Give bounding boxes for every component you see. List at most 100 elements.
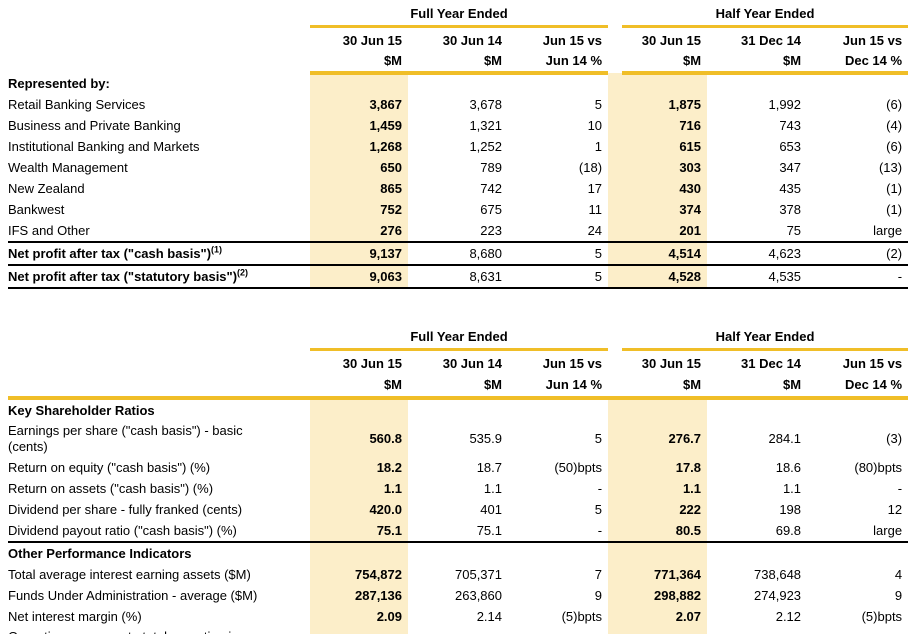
column-gap (608, 178, 623, 199)
cell: 18.7 (476, 459, 502, 475)
cell: 110bpts (807, 627, 909, 634)
cell: (5)bpts (861, 608, 903, 624)
row-label: Total average interest earning assets ($… (8, 566, 251, 582)
row-label: Dividend per share - fully franked (cent… (8, 501, 243, 517)
col-header: Jun 15 vs (542, 33, 603, 48)
column-gap (608, 541, 623, 564)
cell: 10 (587, 117, 603, 133)
group-header-row: Full Year Ended Half Year Ended (8, 327, 909, 351)
cell: - (897, 480, 903, 496)
cell: 11 (588, 201, 603, 217)
row-label: Business and Private Banking (8, 117, 181, 133)
table-row: Retail Banking Services 3,867 3,678 5 1,875 1… (8, 94, 908, 115)
group-half-year-ended: Half Year Ended (622, 327, 909, 351)
table-row: Bankwest 752 675 11 374 378 (1) (8, 199, 908, 220)
column-gap (608, 374, 623, 400)
cell: 716 (622, 115, 708, 136)
cell (807, 73, 908, 94)
table-row: IFS and Other 276 223 24 201 75 large (8, 220, 908, 242)
cell: 2.14 (476, 608, 502, 624)
cell: 17 (587, 180, 603, 196)
column-gap (608, 478, 623, 499)
col-header: Jun 15 vs (542, 356, 603, 371)
col-header: $M (622, 51, 708, 75)
cell: 69.8 (775, 522, 802, 538)
cell: 263,860 (455, 587, 502, 603)
group-half-year-ended: Half Year Ended (622, 4, 909, 28)
cell: 615 (622, 136, 708, 157)
cell (508, 398, 608, 421)
column-gap (608, 115, 623, 136)
column-gap (608, 73, 623, 94)
cell: 8,631 (408, 264, 508, 289)
column-gap (608, 157, 623, 178)
cell: 420.0 (310, 499, 408, 520)
cell (508, 541, 609, 564)
column-header-row-units: $M $M Jun 14 % $M $M Dec 14 % (8, 374, 909, 400)
cell: (4) (886, 117, 903, 133)
row-label: Operating expenses to total operating in… (8, 627, 310, 634)
cell: 17.8 (622, 457, 708, 478)
cell: 705,371 (455, 566, 502, 582)
cell: (6) (886, 138, 903, 154)
cell: 4,535 (707, 264, 808, 289)
cell (807, 541, 909, 564)
shareholder-ratios-table: Full Year Ended Half Year Ended 30 Jun 1… (8, 327, 909, 634)
col-header: 30 Jun 14 (442, 356, 502, 371)
table-row: Net profit after tax ("cash basis")(1) 9,… (8, 241, 909, 265)
row-label: Bankwest (8, 201, 65, 217)
table-row: Funds Under Administration - average ($M… (8, 585, 908, 606)
row-label: Retail Banking Services (8, 96, 146, 112)
cell (310, 541, 408, 564)
cell (622, 73, 708, 94)
column-gap (608, 421, 623, 457)
cell (408, 541, 508, 564)
row-label: Return on equity ("cash basis") (%) (8, 459, 211, 475)
cell: 43.3 (622, 627, 708, 634)
cell: 201 (622, 220, 708, 242)
cell: 42.8 (310, 627, 408, 634)
col-header: 31 Dec 14 (741, 356, 802, 371)
cell: 374 (622, 199, 708, 220)
cell: 650 (310, 157, 408, 178)
table-row: Operating expenses to total operating in… (8, 627, 909, 634)
cell: 2.12 (775, 608, 802, 624)
cell: 80.5 (622, 520, 708, 542)
cell: (5)bpts (561, 608, 603, 624)
cell: 75.1 (476, 522, 502, 538)
group-full-year-ended: Full Year Ended (310, 4, 609, 28)
table-row: Institutional Banking and Markets 1,268 1,… (8, 136, 908, 157)
row-label: Other Performance Indicators (8, 541, 310, 564)
cell: 1.1 (310, 478, 408, 499)
cell: 18.6 (775, 459, 802, 475)
col-header: Jun 14 % (508, 51, 609, 75)
table-row: Dividend per share - fully franked (cent… (8, 499, 908, 520)
group-header-spacer (8, 327, 310, 350)
table-row: Business and Private Banking 1,459 1,321 10… (8, 115, 908, 136)
cell: 222 (622, 499, 708, 520)
row-label: Represented by: (8, 75, 110, 91)
table-row: Dividend payout ratio ("cash basis") (%)… (8, 520, 908, 542)
cell: 4,528 (622, 264, 708, 289)
cell: 9 (894, 587, 903, 603)
section-row: Key Shareholder Ratios (8, 398, 908, 421)
group-header-row: Full Year Ended Half Year Ended (8, 4, 909, 28)
row-label: Institutional Banking and Markets (8, 138, 200, 154)
col-header: 30 Jun 15 (342, 356, 402, 371)
cell: 1,321 (469, 117, 502, 133)
column-gap (608, 564, 623, 585)
cell: 675 (480, 201, 502, 217)
table-row: Net interest margin (%) 2.09 2.14 (5)bpts 2.… (8, 606, 908, 627)
table-row: Net profit after tax ("statutory basis")… (8, 264, 909, 289)
section-row: Other Performance Indicators (8, 541, 909, 564)
cell: 298,882 (622, 585, 708, 606)
cell: 771,364 (622, 564, 708, 585)
column-gap (608, 606, 623, 627)
row-label: New Zealand (8, 180, 85, 196)
column-gap (608, 136, 623, 157)
row-label: Dividend payout ratio ("cash basis") (%) (8, 522, 237, 538)
column-header-row-units: $M $M Jun 14 % $M $M Dec 14 % (8, 51, 909, 75)
column-gap (608, 241, 623, 265)
column-gap (608, 27, 622, 52)
